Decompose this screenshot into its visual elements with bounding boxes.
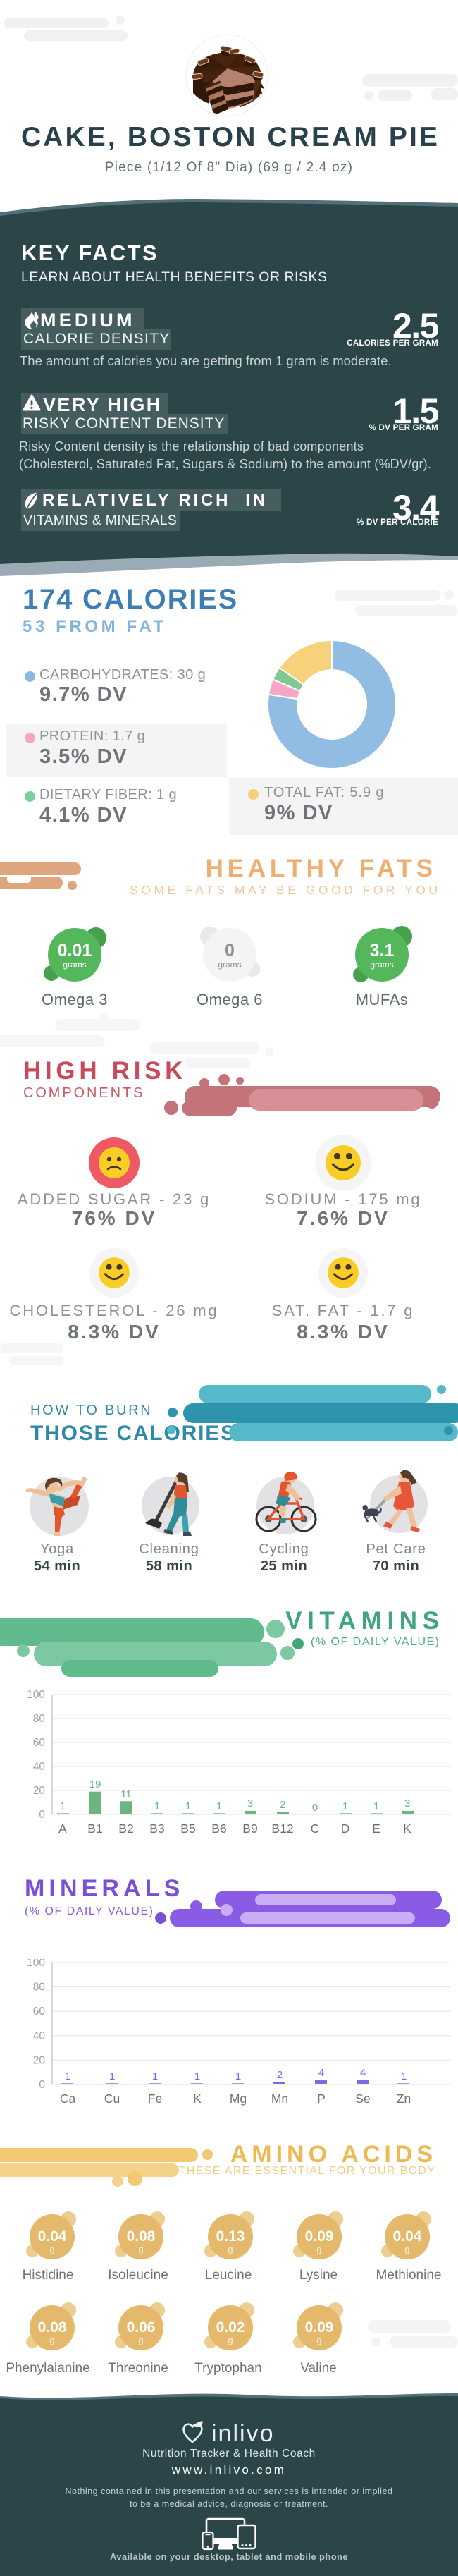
svg-text:20: 20 xyxy=(33,2054,46,2066)
svg-text:Cu: Cu xyxy=(104,2092,120,2106)
svg-text:B1: B1 xyxy=(87,1821,102,1836)
svg-text:E: E xyxy=(372,1821,380,1836)
svg-text:0: 0 xyxy=(39,1809,45,1821)
svg-text:3: 3 xyxy=(404,1797,410,1809)
svg-text:1: 1 xyxy=(152,2070,158,2082)
svg-text:1: 1 xyxy=(109,2070,115,2082)
svg-text:B3: B3 xyxy=(149,1821,164,1836)
svg-text:2: 2 xyxy=(280,1799,285,1811)
svg-text:2: 2 xyxy=(277,2069,283,2081)
svg-text:1: 1 xyxy=(154,1800,160,1812)
svg-text:0.01: 0.01 xyxy=(58,941,92,960)
svg-text:g: g xyxy=(404,2244,409,2254)
svg-text:1: 1 xyxy=(194,2070,200,2082)
svg-text:B6: B6 xyxy=(211,1821,226,1836)
svg-text:3: 3 xyxy=(247,1797,253,1809)
svg-text:20: 20 xyxy=(33,1785,46,1797)
svg-text:B12: B12 xyxy=(271,1821,293,1836)
svg-text:Mg: Mg xyxy=(230,2092,247,2106)
svg-text:3.1: 3.1 xyxy=(370,941,395,960)
svg-text:grams: grams xyxy=(370,960,393,970)
svg-text:g: g xyxy=(138,2244,143,2254)
svg-text:4: 4 xyxy=(360,2067,366,2079)
svg-text:0.08: 0.08 xyxy=(127,2228,156,2245)
svg-text:B5: B5 xyxy=(180,1821,195,1836)
svg-text:g: g xyxy=(228,2244,233,2254)
svg-text:g: g xyxy=(49,2244,54,2254)
svg-text:Se: Se xyxy=(355,2092,370,2106)
svg-text:g: g xyxy=(49,2335,54,2345)
svg-text:0: 0 xyxy=(225,941,235,960)
svg-text:0.02: 0.02 xyxy=(216,2319,245,2336)
svg-text:grams: grams xyxy=(218,960,241,970)
svg-text:1: 1 xyxy=(373,1800,379,1812)
svg-text:0: 0 xyxy=(39,2079,45,2091)
svg-text:A: A xyxy=(58,1821,67,1836)
svg-text:0.04: 0.04 xyxy=(38,2228,67,2245)
svg-text:1: 1 xyxy=(342,1800,348,1812)
svg-text:1: 1 xyxy=(216,1800,222,1812)
svg-text:0.09: 0.09 xyxy=(305,2228,334,2245)
svg-text:B9: B9 xyxy=(242,1821,257,1836)
svg-text:grams: grams xyxy=(63,960,86,970)
svg-text:K: K xyxy=(403,1821,411,1836)
svg-text:K: K xyxy=(193,2092,202,2106)
svg-text:Mn: Mn xyxy=(271,2092,288,2106)
svg-text:80: 80 xyxy=(33,1982,46,1994)
svg-text:0.06: 0.06 xyxy=(127,2319,156,2336)
svg-text:40: 40 xyxy=(33,1761,46,1773)
svg-text:60: 60 xyxy=(33,2006,46,2018)
svg-text:D: D xyxy=(341,1821,350,1836)
svg-text:100: 100 xyxy=(27,1690,45,1701)
svg-text:100: 100 xyxy=(27,1959,45,1969)
svg-text:0.13: 0.13 xyxy=(216,2228,245,2245)
svg-text:0.04: 0.04 xyxy=(393,2228,422,2245)
svg-text:1: 1 xyxy=(65,2070,70,2082)
svg-text:g: g xyxy=(316,2335,321,2345)
svg-text:1: 1 xyxy=(235,2070,241,2082)
svg-text:80: 80 xyxy=(33,1713,46,1725)
svg-text:0.09: 0.09 xyxy=(305,2319,334,2336)
svg-text:60: 60 xyxy=(33,1737,46,1749)
svg-text:C: C xyxy=(311,1821,320,1836)
svg-text:1: 1 xyxy=(60,1800,66,1812)
svg-text:1: 1 xyxy=(185,1800,191,1812)
svg-text:P: P xyxy=(317,2092,326,2106)
svg-text:Fe: Fe xyxy=(148,2092,162,2106)
svg-text:40: 40 xyxy=(33,2030,46,2042)
svg-text:1: 1 xyxy=(401,2070,407,2082)
svg-text:Zn: Zn xyxy=(397,2092,411,2106)
svg-text:Ca: Ca xyxy=(60,2092,76,2106)
svg-text:0.08: 0.08 xyxy=(38,2319,67,2336)
svg-text:B2: B2 xyxy=(118,1821,133,1836)
svg-text:g: g xyxy=(228,2335,233,2345)
svg-text:g: g xyxy=(138,2335,143,2345)
svg-text:19: 19 xyxy=(89,1778,101,1790)
svg-text:4: 4 xyxy=(318,2067,324,2079)
svg-text:11: 11 xyxy=(120,1788,132,1800)
svg-text:g: g xyxy=(316,2244,321,2254)
svg-text:0: 0 xyxy=(312,1802,318,1814)
